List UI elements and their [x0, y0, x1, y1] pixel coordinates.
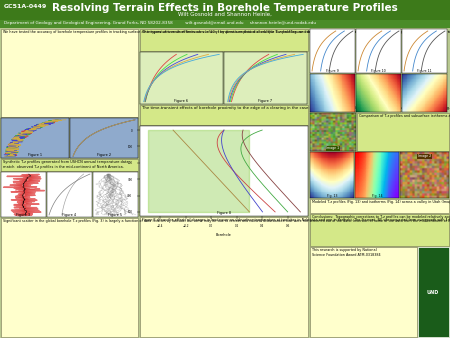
Text: The types of terrain effects on surface temperature that disturb the T-z profile: The types of terrain effects on surface … — [142, 30, 450, 34]
Bar — [70, 118, 138, 158]
Text: Modeled T-z profiles (Fig. 13) and isotherms (Fig. 14) across a valley in Utah (: Modeled T-z profiles (Fig. 13) and isoth… — [312, 200, 450, 204]
Bar — [1, 29, 138, 117]
Bar — [140, 29, 308, 51]
Bar — [140, 105, 308, 125]
X-axis label: Borehole: Borehole — [216, 233, 232, 237]
Text: Significant scatter in the global borehole T-z profiles (Fig. 3) is largely a fu: Significant scatter in the global boreho… — [3, 219, 450, 223]
Text: Figure 8: Figure 8 — [217, 211, 231, 215]
Bar — [310, 214, 449, 246]
Text: UND: UND — [427, 290, 439, 294]
Text: Figure 7: Figure 7 — [258, 99, 273, 103]
Text: Comparison of T-z profiles and subsurface isotherms affected by proximity to a w: Comparison of T-z profiles and subsurfac… — [359, 114, 450, 118]
Text: Resolving Terrain Effects in Borehole Temperature Profiles: Resolving Terrain Effects in Borehole Te… — [52, 3, 398, 13]
Text: We have tested the accuracy of borehole temperature profiles in tracking surface: We have tested the accuracy of borehole … — [3, 30, 450, 34]
Text: GC51A-0449: GC51A-0449 — [4, 4, 47, 9]
Bar — [1, 118, 69, 158]
Text: Figure 5: Figure 5 — [108, 213, 122, 217]
Bar — [1, 218, 138, 337]
Text: This research is supported by National
Science Foundation Award ATM-0318384: This research is supported by National S… — [312, 248, 381, 257]
Text: The time-transient effects of borehole proximity to the edge of a clearing in th: The time-transient effects of borehole p… — [142, 106, 450, 110]
Text: Image 2: Image 2 — [418, 154, 431, 158]
Text: Figure 3: Figure 3 — [17, 213, 31, 217]
Bar — [140, 126, 308, 216]
Text: Fig. 13: Fig. 13 — [327, 194, 338, 197]
Text: Figure 4: Figure 4 — [63, 213, 76, 217]
Text: Image 1: Image 1 — [326, 146, 340, 150]
Bar — [357, 113, 449, 151]
Text: Figure 1: Figure 1 — [28, 153, 42, 157]
Text: Figure 10: Figure 10 — [371, 69, 386, 73]
Bar — [1, 159, 138, 171]
Bar — [310, 199, 449, 213]
Text: Fig. 14: Fig. 14 — [372, 194, 382, 197]
Bar — [0, 0, 450, 20]
Text: Synthetic T-z profiles generated from USHCN annual temperature data
match  obser: Synthetic T-z profiles generated from US… — [3, 160, 129, 169]
Bar — [310, 247, 417, 337]
Text: Figure 8 shows the effects of changes in land cover on subsurface temperature at: Figure 8 shows the effects of changes in… — [142, 218, 450, 222]
Bar — [140, 217, 308, 337]
Bar — [418, 247, 449, 337]
Text: Figure 2: Figure 2 — [97, 153, 111, 157]
Text: Wilt Gosnold and Shannon Heinle,: Wilt Gosnold and Shannon Heinle, — [178, 12, 272, 17]
Text: Conclusions:  Topographic corrections to T-z profiles can be modeled relatively : Conclusions: Topographic corrections to … — [312, 215, 450, 219]
Text: Figure 9: Figure 9 — [326, 69, 339, 73]
Bar — [0, 20, 450, 28]
Text: Department of Geology and Geological Engineering, Grand Forks, ND 58202-8358    : Department of Geology and Geological Eng… — [4, 21, 316, 25]
Text: Figure 11: Figure 11 — [417, 69, 432, 73]
Text: Figure 6: Figure 6 — [175, 99, 189, 103]
